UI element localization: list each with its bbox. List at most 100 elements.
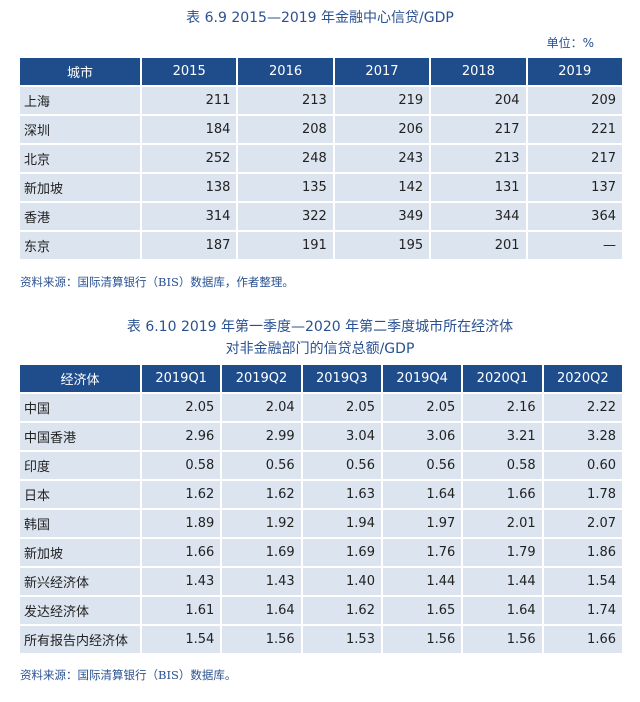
value-cell: 2.05 <box>142 394 221 421</box>
value-cell: 209 <box>527 87 622 114</box>
column-header: 2016 <box>238 58 333 85</box>
value-cell: 1.69 <box>302 539 381 566</box>
value-cell: — <box>527 232 622 259</box>
value-cell: 1.43 <box>142 568 221 595</box>
value-cell: 195 <box>334 232 430 259</box>
value-cell: 3.04 <box>302 423 381 450</box>
value-cell: 1.61 <box>142 597 221 624</box>
column-header: 2019Q2 <box>222 365 301 392</box>
value-cell: 364 <box>527 203 622 230</box>
value-cell: 191 <box>238 232 333 259</box>
row-label-cell: 新加坡 <box>20 174 140 201</box>
column-header: 2019 <box>527 58 622 85</box>
value-cell: 344 <box>431 203 526 230</box>
table-row: 新加坡 1.66 1.69 1.69 1.76 1.79 1.86 <box>20 539 622 566</box>
value-cell: 187 <box>142 232 237 259</box>
column-header: 2019Q3 <box>302 365 381 392</box>
value-cell: 206 <box>334 116 430 143</box>
column-header: 2019Q1 <box>142 365 221 392</box>
value-cell: 138 <box>142 174 237 201</box>
value-cell: 217 <box>527 145 622 172</box>
value-cell: 1.76 <box>382 539 462 566</box>
value-cell: 2.16 <box>463 394 542 421</box>
table-row: 香港 314 322 349 344 364 <box>20 203 622 230</box>
value-cell: 1.94 <box>302 510 381 537</box>
table-row: 韩国 1.89 1.92 1.94 1.97 2.01 2.07 <box>20 510 622 537</box>
row-label-cell: 上海 <box>20 87 140 114</box>
table2: 经济体 2019Q1 2019Q2 2019Q3 2019Q4 2020Q1 2020Q2 … <box>18 363 624 655</box>
value-cell: 314 <box>142 203 237 230</box>
value-cell: 2.05 <box>382 394 462 421</box>
column-header: 2019Q4 <box>382 365 462 392</box>
value-cell: 1.43 <box>222 568 301 595</box>
value-cell: 1.78 <box>543 481 622 508</box>
value-cell: 1.97 <box>382 510 462 537</box>
table2-header-row: 经济体 2019Q1 2019Q2 2019Q3 2019Q4 2020Q1 2020Q2 <box>20 365 622 392</box>
value-cell: 3.28 <box>543 423 622 450</box>
value-cell: 217 <box>431 116 526 143</box>
value-cell: 243 <box>334 145 430 172</box>
value-cell: 2.22 <box>543 394 622 421</box>
value-cell: 135 <box>238 174 333 201</box>
row-label-cell: 韩国 <box>20 510 140 537</box>
row-label-cell: 香港 <box>20 203 140 230</box>
row-label-cell: 中国 <box>20 394 140 421</box>
row-label-cell: 北京 <box>20 145 140 172</box>
table-row: 中国香港 2.96 2.99 3.04 3.06 3.21 3.28 <box>20 423 622 450</box>
value-cell: 1.54 <box>543 568 622 595</box>
value-cell: 137 <box>527 174 622 201</box>
column-header: 2020Q2 <box>543 365 622 392</box>
value-cell: 1.65 <box>382 597 462 624</box>
column-header: 2017 <box>334 58 430 85</box>
column-header: 2020Q1 <box>463 365 542 392</box>
table2-title-line1: 表 6.10 2019 年第一季度—2020 年第二季度城市所在经济体 <box>126 319 514 335</box>
table-row: 北京 252 248 243 213 217 <box>20 145 622 172</box>
table1-header-row: 城市 2015 2016 2017 2018 2019 <box>20 58 622 85</box>
value-cell: 1.40 <box>302 568 381 595</box>
value-cell: 1.44 <box>382 568 462 595</box>
table-row: 深圳 184 208 206 217 221 <box>20 116 622 143</box>
table-row: 东京 187 191 195 201— <box>20 232 622 259</box>
value-cell: 0.60 <box>543 452 622 479</box>
value-cell: 3.06 <box>382 423 462 450</box>
value-cell: 349 <box>334 203 430 230</box>
value-cell: 142 <box>334 174 430 201</box>
value-cell: 3.21 <box>463 423 542 450</box>
row-label-cell: 所有报告内经济体 <box>20 626 140 653</box>
value-cell: 1.63 <box>302 481 381 508</box>
column-header-name: 城市 <box>20 58 140 85</box>
value-cell: 2.04 <box>222 394 301 421</box>
table1-title: 表 6.9 2015—2019 年金融中心信贷/GDP <box>186 10 454 26</box>
value-cell: 0.56 <box>302 452 381 479</box>
value-cell: 322 <box>238 203 333 230</box>
row-label-cell: 印度 <box>20 452 140 479</box>
table-row: 中国 2.05 2.04 2.05 2.05 2.16 2.22 <box>20 394 622 421</box>
value-cell: 2.05 <box>302 394 381 421</box>
value-cell: 1.66 <box>543 626 622 653</box>
table-row: 日本 1.62 1.62 1.63 1.64 1.66 1.78 <box>20 481 622 508</box>
value-cell: 131 <box>431 174 526 201</box>
value-cell: 1.74 <box>543 597 622 624</box>
value-cell: 0.56 <box>382 452 462 479</box>
value-cell: 1.66 <box>142 539 221 566</box>
value-cell: 1.64 <box>222 597 301 624</box>
value-cell: 2.01 <box>463 510 542 537</box>
column-header: 2015 <box>142 58 237 85</box>
value-cell: 1.56 <box>382 626 462 653</box>
value-cell: 0.56 <box>222 452 301 479</box>
value-cell: 0.58 <box>142 452 221 479</box>
table-row: 新加坡 138 135 142 131 137 <box>20 174 622 201</box>
value-cell: 252 <box>142 145 237 172</box>
column-header-name: 经济体 <box>20 365 140 392</box>
value-cell: 1.64 <box>382 481 462 508</box>
table1-source: 资料来源：国际清算银行（BIS）数据库，作者整理。 <box>20 275 294 289</box>
value-cell: 204 <box>431 87 526 114</box>
row-label-cell: 东京 <box>20 232 140 259</box>
value-cell: 201 <box>431 232 526 259</box>
value-cell: 1.92 <box>222 510 301 537</box>
value-cell: 213 <box>431 145 526 172</box>
row-label-cell: 深圳 <box>20 116 140 143</box>
table1-body: 上海 211 213 219 204 209 深圳 184 208 206 217 221 北京 252 2… <box>20 87 622 259</box>
value-cell: 184 <box>142 116 237 143</box>
value-cell: 1.62 <box>142 481 221 508</box>
